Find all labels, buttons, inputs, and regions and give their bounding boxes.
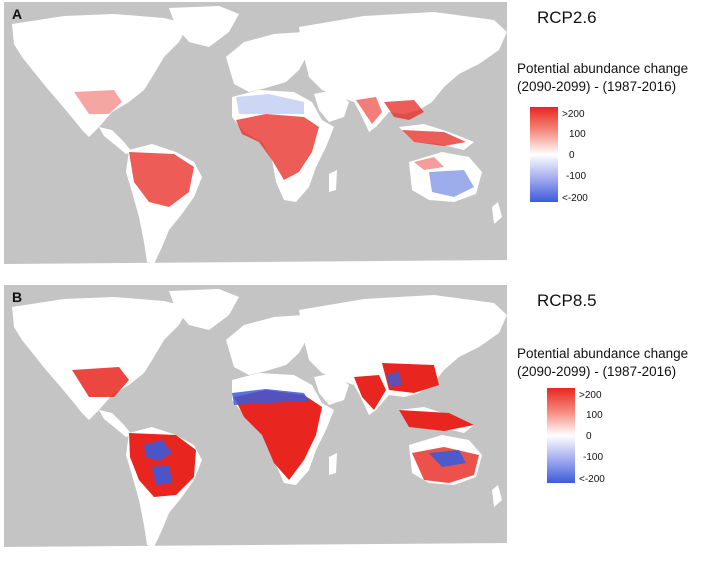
world-map-rcp26: A: [4, 2, 507, 276]
panel-a: A RCP2.6 Potential abundance change (209…: [4, 2, 707, 276]
increase-regions: [74, 90, 466, 207]
increase-regions: [72, 363, 479, 497]
scenario-title: RCP8.5: [537, 291, 597, 310]
panel-letter: B: [12, 289, 23, 305]
legend-title-line2: (2090-2099) - (1987-2016): [517, 79, 677, 94]
world-map-rcp26-svg: [4, 2, 507, 276]
world-map-rcp85: B: [4, 285, 507, 559]
legend-tick: 100: [569, 129, 586, 140]
scenario-title: RCP2.6: [537, 8, 597, 27]
world-map-rcp85-svg: [4, 285, 507, 559]
panel-letter: A: [12, 6, 23, 22]
colorbar: [530, 107, 558, 202]
legend-title: Potential abundance change (2090-2099) -…: [517, 60, 707, 96]
decrease-regions: [144, 371, 466, 485]
legend-tick: 0: [586, 431, 592, 442]
legend-tick: 100: [586, 410, 603, 421]
panel-b: B RCP8.5 Potential abundance change (209…: [0, 283, 710, 566]
legend-tick: <-200: [562, 193, 588, 204]
legend-tick: 0: [569, 150, 575, 161]
legend-tick: <-200: [579, 474, 605, 485]
legend-tick: >200: [562, 109, 585, 120]
legend-tick: >200: [579, 390, 602, 401]
colorbar: [547, 388, 575, 483]
decrease-regions: [236, 94, 474, 197]
legend-title-line1: Potential abundance change: [517, 346, 689, 361]
legend-title-line2: (2090-2099) - (1987-2016): [517, 364, 677, 379]
legend-tick: -100: [583, 452, 604, 463]
legend-tick: -100: [566, 171, 587, 182]
legend-title-line1: Potential abundance change: [517, 61, 689, 76]
legend-title: Potential abundance change (2090-2099) -…: [517, 345, 707, 381]
